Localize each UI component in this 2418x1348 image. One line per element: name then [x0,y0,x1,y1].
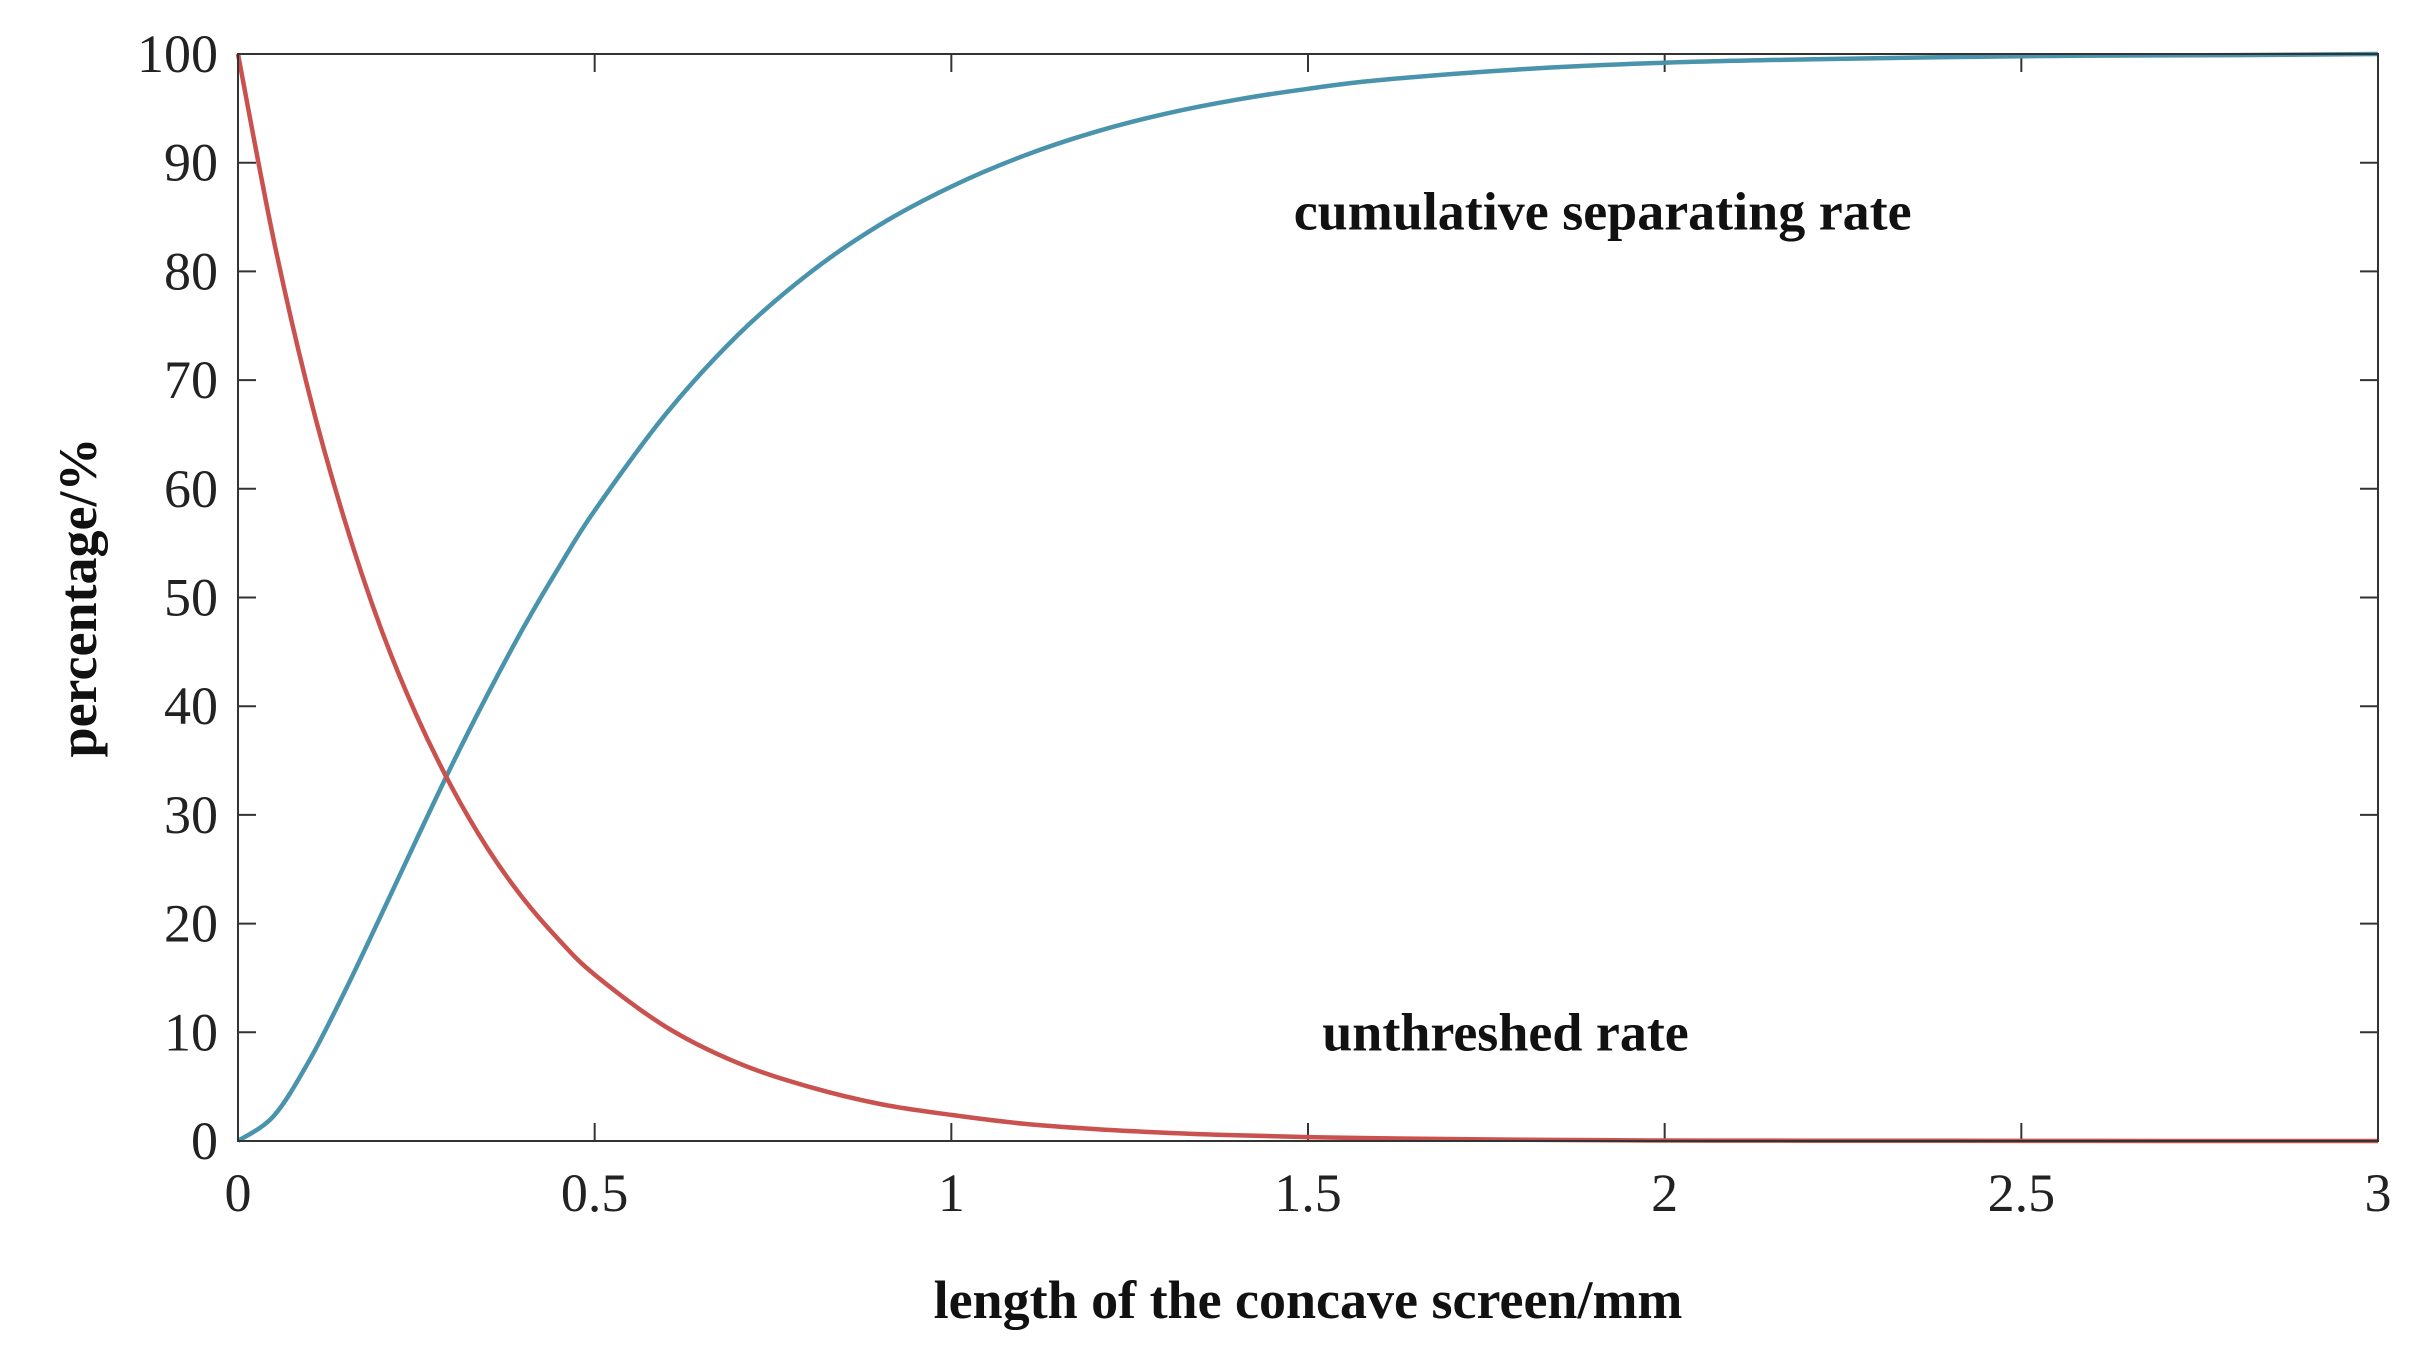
annotation-cumulative-separating-rate: cumulative separating rate [1294,182,1912,242]
y-tick-label: 100 [137,24,218,84]
y-tick-label: 40 [164,676,218,736]
series-line-cumulative-separating-rate [236,51,2379,1143]
x-tick-label: 0.5 [561,1163,629,1223]
x-tick-label: 1.5 [1274,1163,1342,1223]
y-axis-title: percentage/% [48,438,108,758]
x-tick-label: 2.5 [1988,1163,2056,1223]
y-tick-labels: 0 10 20 30 40 50 60 70 80 90 100 [137,24,218,1171]
x-tick-label: 1 [938,1163,965,1223]
annotation-unthreshed-rate: unthreshed rate [1322,1002,1689,1062]
y-tick-label: 20 [164,894,218,954]
x-axis-title: length of the concave screen/mm [934,1270,1683,1330]
y-tick-label: 10 [164,1002,218,1062]
y-tick-label: 50 [164,568,218,628]
y-tick-label: 60 [164,459,218,519]
x-tick-labels: 0 0.5 1 1.5 2 2.5 3 [225,1163,2392,1223]
y-tick-label: 80 [164,241,218,301]
y-tick-label: 30 [164,785,218,845]
y-tick-label: 70 [164,350,218,410]
y-tick-label: 90 [164,133,218,193]
x-tick-label: 2 [1651,1163,1678,1223]
plot-frame [237,53,2379,1142]
y-tick-label: 0 [191,1111,218,1171]
x-tick-label: 3 [2365,1163,2392,1223]
x-tick-label: 0 [225,1163,252,1223]
